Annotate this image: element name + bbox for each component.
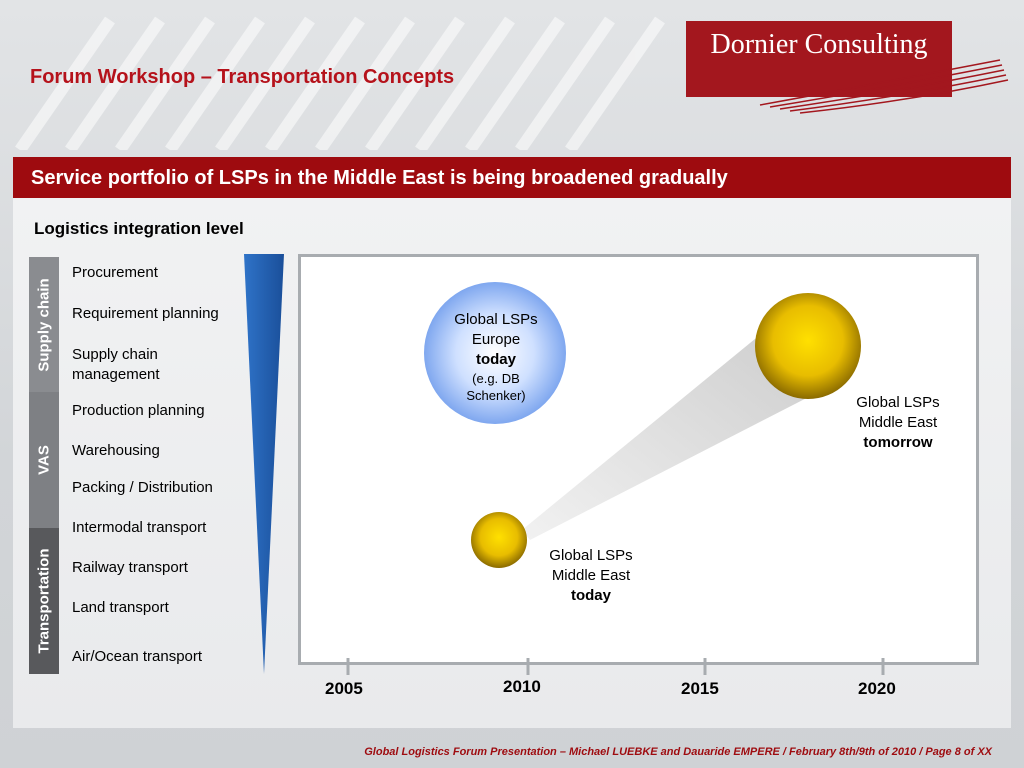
bubble-label-middle-east-today: Global LSPs Middle East today: [549, 547, 633, 604]
level-warehousing: Warehousing: [72, 442, 160, 459]
level-air-ocean-transport: Air/Ocean transport: [72, 648, 203, 665]
company-logo: Dornier Consulting: [686, 21, 952, 97]
decorative-stripes: [15, 16, 665, 150]
growth-beam: [522, 302, 832, 540]
integration-wedge: [244, 254, 284, 674]
bubble-middle-east-today: [471, 512, 527, 568]
banner-text: Service portfolio of LSPs in the Middle …: [31, 167, 728, 189]
level-production-planning: Production planning: [72, 402, 205, 419]
level-packing-distribution: Packing / Distribution: [72, 479, 213, 496]
level-procurement: Procurement: [72, 264, 158, 281]
level-requirement-planning: Requirement planning: [72, 305, 219, 322]
logo-text: Dornier Consulting: [710, 29, 928, 60]
level-intermodal-transport: Intermodal transport: [72, 519, 207, 536]
level-land-transport: Land transport: [72, 599, 169, 616]
axis-label: Logistics integration level: [34, 219, 244, 238]
headline-banner: Service portfolio of LSPs in the Middle …: [13, 157, 1011, 198]
category-transportation: Transportation: [29, 528, 59, 674]
bubble-label-middle-east-tomorrow: Global LSPs Middle East tomorrow: [856, 394, 940, 451]
year-label: 2010: [503, 677, 541, 696]
category-vas: VAS: [29, 392, 59, 528]
level-supply-chain-management: Supply chain management: [72, 346, 160, 383]
year-label: 2020: [858, 679, 896, 698]
level-railway-transport: Railway transport: [72, 559, 188, 576]
bubble-label-europe-today: Global LSPs Europe today (e.g. DB Schenk…: [454, 311, 538, 403]
bubble-europe-today: [424, 282, 566, 424]
page-title: Forum Workshop – Transportation Concepts: [30, 66, 455, 88]
year-label: 2005: [325, 679, 363, 698]
logo-swoosh: [759, 59, 1009, 114]
bubble-middle-east-tomorrow: [755, 293, 861, 399]
footer-text: Global Logistics Forum Presentation – Mi…: [364, 746, 992, 758]
category-supply-chain: Supply chain: [29, 257, 59, 392]
year-label: 2015: [681, 679, 719, 698]
